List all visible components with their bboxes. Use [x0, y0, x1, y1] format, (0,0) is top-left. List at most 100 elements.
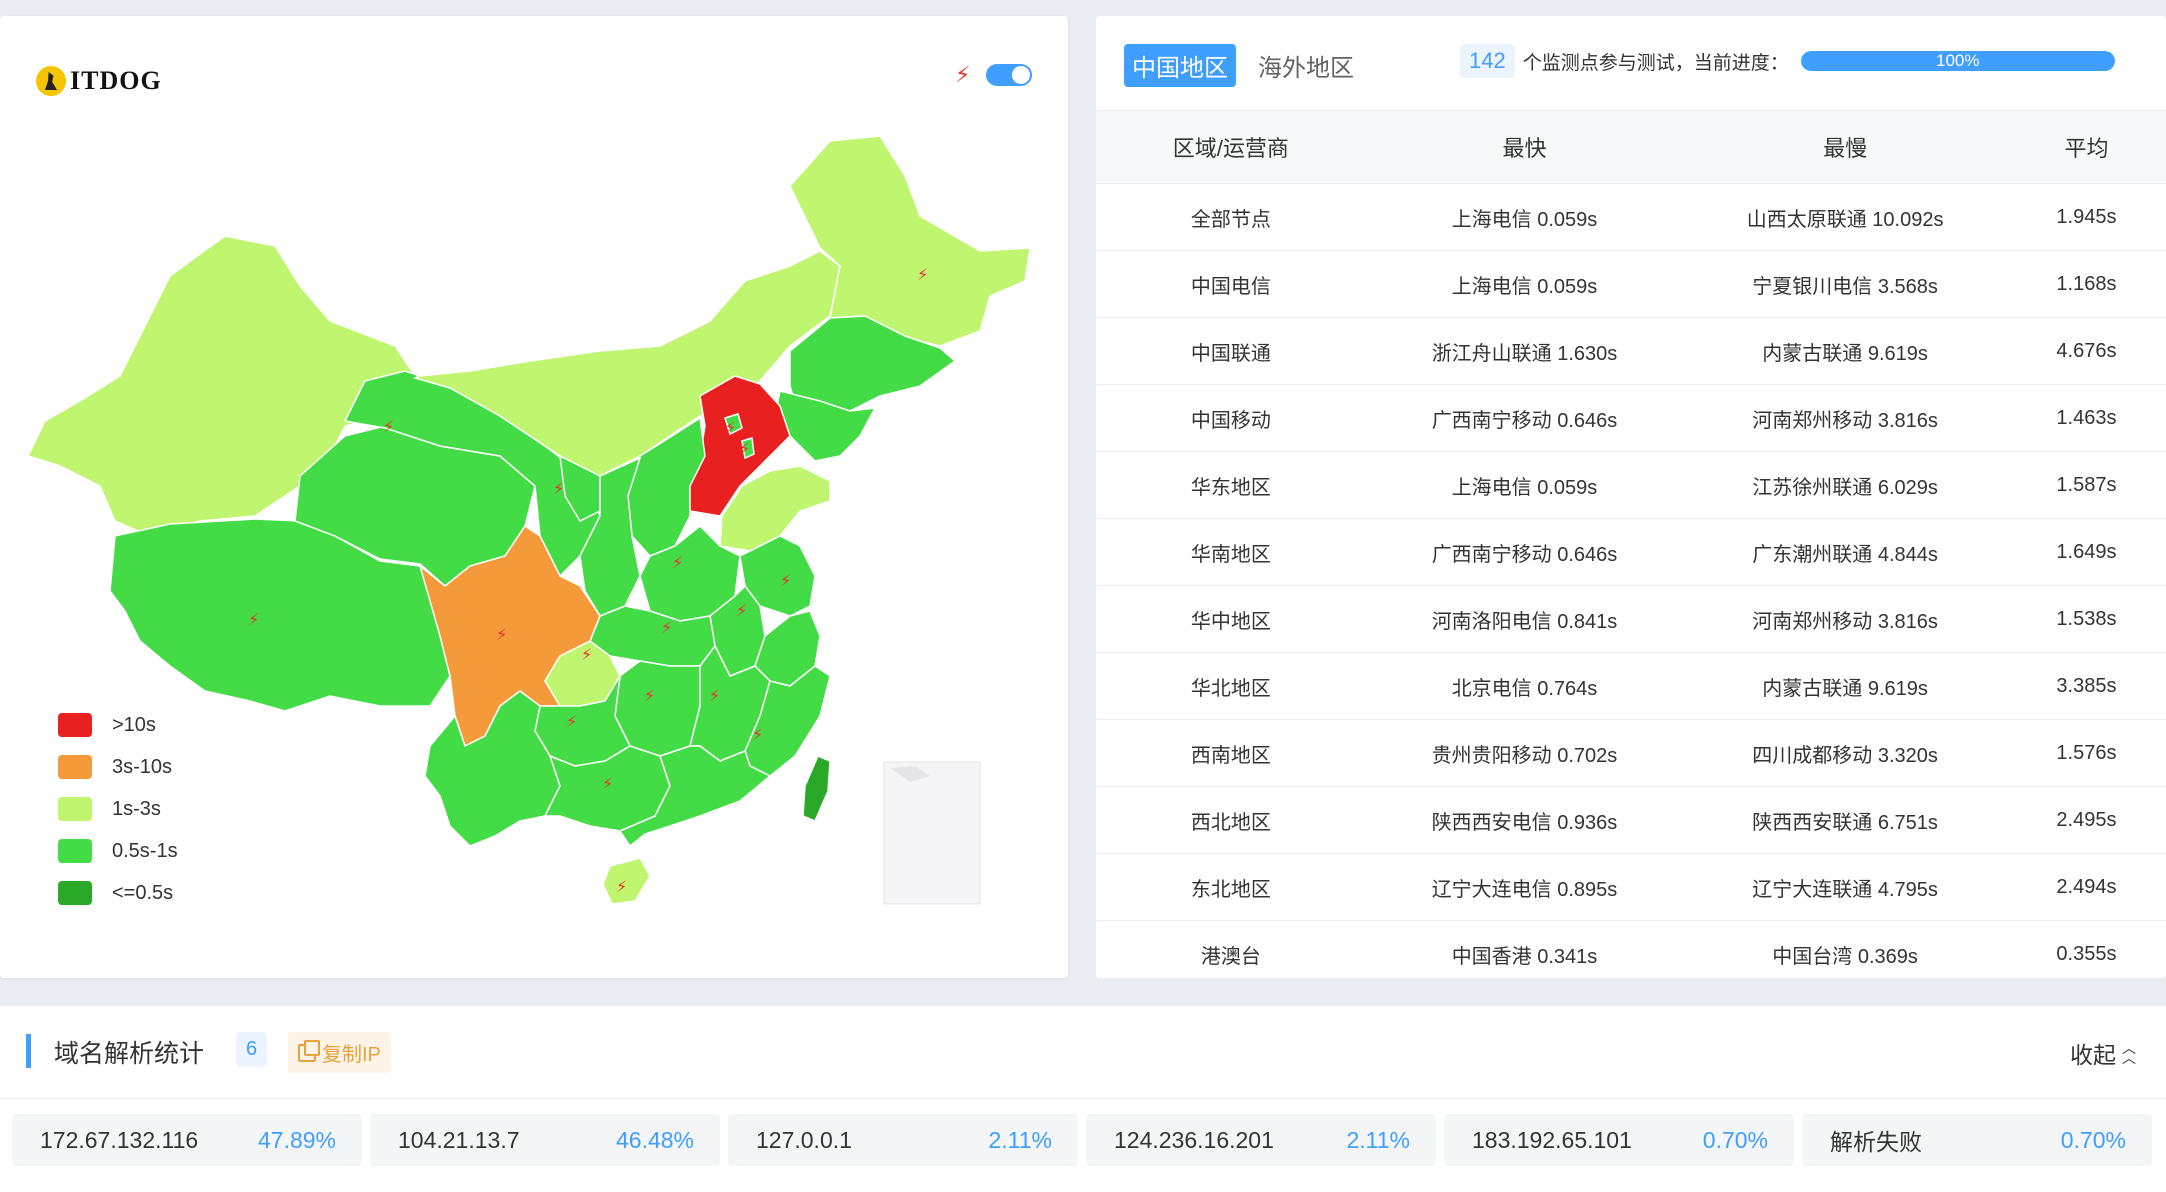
- tab-china[interactable]: 中国地区: [1124, 44, 1236, 87]
- lightning-icon: ⚡: [496, 625, 507, 644]
- table-row: 中国移动 广西南宁移动 0.646s 河南郑州移动 3.816s 1.463s: [1096, 384, 2166, 452]
- table-row: 西北地区 陕西西安电信 0.936s 陕西西安联通 6.751s 2.495s: [1096, 786, 2166, 854]
- table-cell: 中国台湾 0.369s: [1683, 920, 2007, 988]
- south-china-sea-inset: [883, 761, 981, 905]
- inset-land: [890, 766, 930, 782]
- lightning-icon: ⚡: [383, 417, 394, 436]
- dns-title: 域名解析统计: [54, 1040, 205, 1068]
- tab-overseas[interactable]: 海外地区: [1258, 55, 1354, 82]
- table-row: 中国电信 上海电信 0.059s 宁夏银川电信 3.568s 1.168s: [1096, 250, 2166, 318]
- lightning-icon: ⚡: [644, 686, 655, 705]
- table-row: 中国联通 浙江舟山联通 1.630s 内蒙古联通 9.619s 4.676s: [1096, 317, 2166, 385]
- table-cell: 广西南宁移动 0.646s: [1365, 384, 1684, 452]
- legend-item[interactable]: >10s: [58, 704, 178, 746]
- table-cell: 四川成都移动 3.320s: [1683, 719, 2007, 787]
- lightning-icon: ⚡: [752, 725, 763, 744]
- lightning-icon: ⚡: [917, 265, 928, 284]
- lightning-toggle-switch[interactable]: [986, 64, 1033, 86]
- legend-swatch: [58, 839, 92, 863]
- legend-swatch: [58, 797, 92, 821]
- region-guangdong[interactable]: [618, 745, 772, 848]
- table-cell: 华中地区: [1096, 585, 1366, 653]
- section-accent-bar: [26, 1034, 31, 1068]
- region-ningxia[interactable]: [559, 454, 601, 522]
- ip-item[interactable]: 172.67.132.116 47.89%: [12, 1114, 362, 1166]
- lightning-icon: ⚡: [566, 712, 577, 731]
- ip-address: 124.236.16.201: [1114, 1126, 1274, 1153]
- region-heilongjiang[interactable]: [789, 135, 1031, 347]
- map-panel: ITDOG ⚡: [0, 16, 1068, 978]
- region-hainan[interactable]: [602, 857, 651, 905]
- ip-list: 172.67.132.116 47.89% 104.21.13.7 46.48% 127…: [12, 1114, 2160, 1166]
- table-cell: 1.576s: [2006, 719, 2166, 787]
- ip-address: 183.192.65.101: [1472, 1126, 1632, 1153]
- region-tianjin[interactable]: [741, 437, 755, 460]
- lightning-icon: ⚡: [736, 601, 747, 620]
- divider: [0, 1098, 2166, 1099]
- table-cell: 陕西西安电信 0.936s: [1365, 786, 1684, 854]
- progress-text: 个监测点参与测试，当前进度：: [1522, 52, 1789, 74]
- legend-item[interactable]: 3s-10s: [58, 746, 178, 788]
- ip-item[interactable]: 104.21.13.7 46.48%: [370, 1114, 720, 1166]
- region-inner-mongolia[interactable]: [412, 250, 841, 477]
- legend-swatch: [58, 881, 92, 905]
- copy-ip-button[interactable]: 复制IP: [288, 1032, 391, 1073]
- table-cell: 2.495s: [2006, 786, 2166, 854]
- itdog-logo: ITDOG: [36, 66, 162, 96]
- table-cell: 内蒙古联通 9.619s: [1683, 317, 2007, 385]
- table-cell: 内蒙古联通 9.619s: [1683, 652, 2007, 720]
- lightning-icon: ⚡: [553, 479, 564, 498]
- ip-percentage: 0.70%: [1702, 1126, 1768, 1153]
- lightning-icon: ⚡: [725, 418, 736, 437]
- lightning-icon: ⚡: [581, 645, 592, 664]
- table-cell: 1.945s: [2006, 183, 2166, 251]
- table-cell: 河南郑州移动 3.816s: [1683, 384, 2007, 452]
- logo-text: ITDOG: [70, 66, 162, 95]
- dog-logo-icon: [36, 66, 66, 96]
- ip-item[interactable]: 124.236.16.201 2.11%: [1086, 1114, 1436, 1166]
- legend-label: >10s: [112, 713, 156, 736]
- ip-percentage: 2.11%: [1346, 1126, 1410, 1153]
- lightning-icon: ⚡: [780, 571, 791, 590]
- region-taiwan[interactable]: [802, 755, 831, 822]
- table-cell: 辽宁大连电信 0.895s: [1365, 853, 1684, 921]
- results-panel: 中国地区 海外地区 142 个监测点参与测试，当前进度： 100% 区域/运营商…: [1096, 16, 2166, 988]
- legend-item[interactable]: <=0.5s: [58, 872, 178, 914]
- ip-percentage: 47.89%: [257, 1126, 336, 1153]
- table-cell: 中国电信: [1096, 250, 1366, 318]
- table-cell: 东北地区: [1096, 853, 1366, 921]
- progress-fill: [1800, 51, 2115, 71]
- collapse-button[interactable]: 收起 ︿ ︿: [2070, 1036, 2136, 1070]
- table-cell: 1.587s: [2006, 451, 2166, 519]
- table-cell: 江苏徐州联通 6.029s: [1683, 451, 2007, 519]
- ip-item[interactable]: 127.0.0.1 2.11%: [728, 1114, 1078, 1166]
- copy-icon: [298, 1039, 320, 1062]
- lightning-icon: ⚡: [739, 439, 750, 458]
- ip-item[interactable]: 183.192.65.101 0.70%: [1444, 1114, 1794, 1166]
- ip-percentage: 2.11%: [988, 1126, 1052, 1153]
- lightning-icon: ⚡: [709, 686, 720, 705]
- map-legend: >10s 3s-10s 1s-3s 0.5s-1s <=0.5s: [58, 704, 178, 914]
- table-cell: 广西南宁移动 0.646s: [1365, 518, 1684, 586]
- table-row: 港澳台 中国香港 0.341s 中国台湾 0.369s 0.355s: [1096, 920, 2166, 988]
- lightning-icon: ⚡: [602, 774, 613, 793]
- legend-label: 0.5s-1s: [112, 839, 178, 862]
- lightning-icon: ⚡: [616, 877, 627, 896]
- lightning-icon: ⚡: [661, 618, 672, 637]
- table-cell: 上海电信 0.059s: [1365, 451, 1684, 519]
- region-shandong[interactable]: [719, 465, 831, 552]
- table-cell: 1.538s: [2006, 585, 2166, 653]
- region-beijing[interactable]: [724, 413, 743, 436]
- legend-item[interactable]: 0.5s-1s: [58, 830, 178, 872]
- lightning-icon: ⚡: [955, 62, 971, 87]
- table-cell: 中国移动: [1096, 384, 1366, 452]
- table-cell: 港澳台: [1096, 920, 1366, 988]
- table-cell: 2.494s: [2006, 853, 2166, 921]
- table-cell: 浙江舟山联通 1.630s: [1365, 317, 1684, 385]
- lightning-icon: ⚡: [248, 610, 259, 629]
- table-body: 全部节点 上海电信 0.059s 山西太原联通 10.092s 1.945s 中国电信上…: [1096, 183, 2166, 988]
- china-map: ⚡ ⚡ ⚡ ⚡ ⚡ ⚡ ⚡ ⚡ ⚡ ⚡ ⚡ ⚡ ⚡ ⚡ ⚡ ⚡ ⚡ ⚡: [26, 135, 1031, 905]
- legend-item[interactable]: 1s-3s: [58, 788, 178, 830]
- lightning-icon: ⚡: [672, 553, 683, 572]
- ip-item[interactable]: 解析失败 0.70%: [1802, 1114, 2152, 1166]
